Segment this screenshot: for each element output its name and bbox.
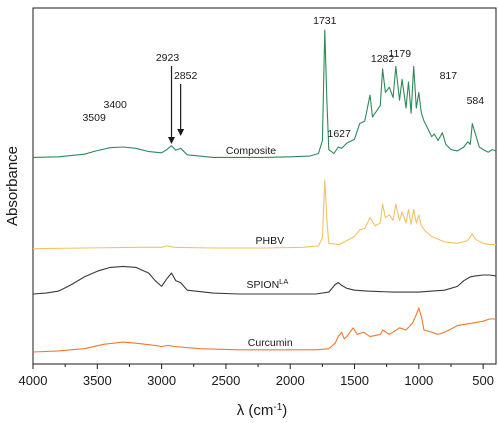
series-label-text: SPION xyxy=(246,279,279,291)
peak-arrow-head xyxy=(168,137,176,144)
peak-label-2852: 2852 xyxy=(174,70,198,82)
x-tick-label: 4000 xyxy=(19,373,48,388)
y-axis: Absorbance xyxy=(4,146,21,226)
peak-label-3400: 3400 xyxy=(103,99,127,111)
x-tick-label: 2500 xyxy=(211,373,240,388)
series-line-phbv xyxy=(32,179,496,250)
x-tick-label: 500 xyxy=(472,373,494,388)
series-line-spion xyxy=(32,265,497,295)
series-label-curcumin: Curcumin xyxy=(248,337,293,349)
peak-label-2923: 2923 xyxy=(156,52,180,64)
peak-label-1282: 1282 xyxy=(371,53,395,65)
peak-label-3509: 3509 xyxy=(82,112,106,124)
peak-label-1731: 1731 xyxy=(313,15,337,27)
x-tick-label: 1000 xyxy=(404,373,433,388)
peak-label-817: 817 xyxy=(440,70,458,82)
y-axis-title: Absorbance xyxy=(4,146,21,226)
x-axis-title-base: λ (cm xyxy=(237,402,274,419)
peak-label-1627: 1627 xyxy=(328,128,352,140)
series-label-composite: Composite xyxy=(226,145,276,157)
series-label-spion: SPIONLA xyxy=(246,277,288,292)
plot-area: Composite PHBV SPIONLA Curcumin 1731 1627 128… xyxy=(32,7,497,365)
series-label-text: PHBV xyxy=(255,235,284,247)
series-line-composite xyxy=(32,29,497,158)
series-label-text: Curcumin xyxy=(248,337,293,349)
x-tick-label: 2000 xyxy=(276,373,305,388)
series-line-curcumin xyxy=(32,307,496,353)
x-axis-title: λ (cm-1) xyxy=(237,402,288,420)
series-layer: Composite PHBV SPIONLA Curcumin xyxy=(32,29,497,353)
x-axis-title-sup: -1 xyxy=(273,402,282,413)
peak-label-1179: 1179 xyxy=(389,48,412,60)
peak-arrow-head xyxy=(177,129,185,136)
x-tick-label: 3500 xyxy=(83,373,112,388)
series-label-sup: LA xyxy=(279,277,288,286)
x-tick-label: 1500 xyxy=(340,373,369,388)
x-axis: 4000 3500 3000 2500 2000 1500 1000 500 xyxy=(19,364,494,388)
plot-frame xyxy=(32,7,497,365)
peak-label-584: 584 xyxy=(467,95,485,107)
series-label-phbv: PHBV xyxy=(255,235,284,247)
x-axis-title-close: ) xyxy=(282,402,287,419)
series-label-text: Composite xyxy=(226,145,276,157)
x-tick-label: 3000 xyxy=(147,373,176,388)
